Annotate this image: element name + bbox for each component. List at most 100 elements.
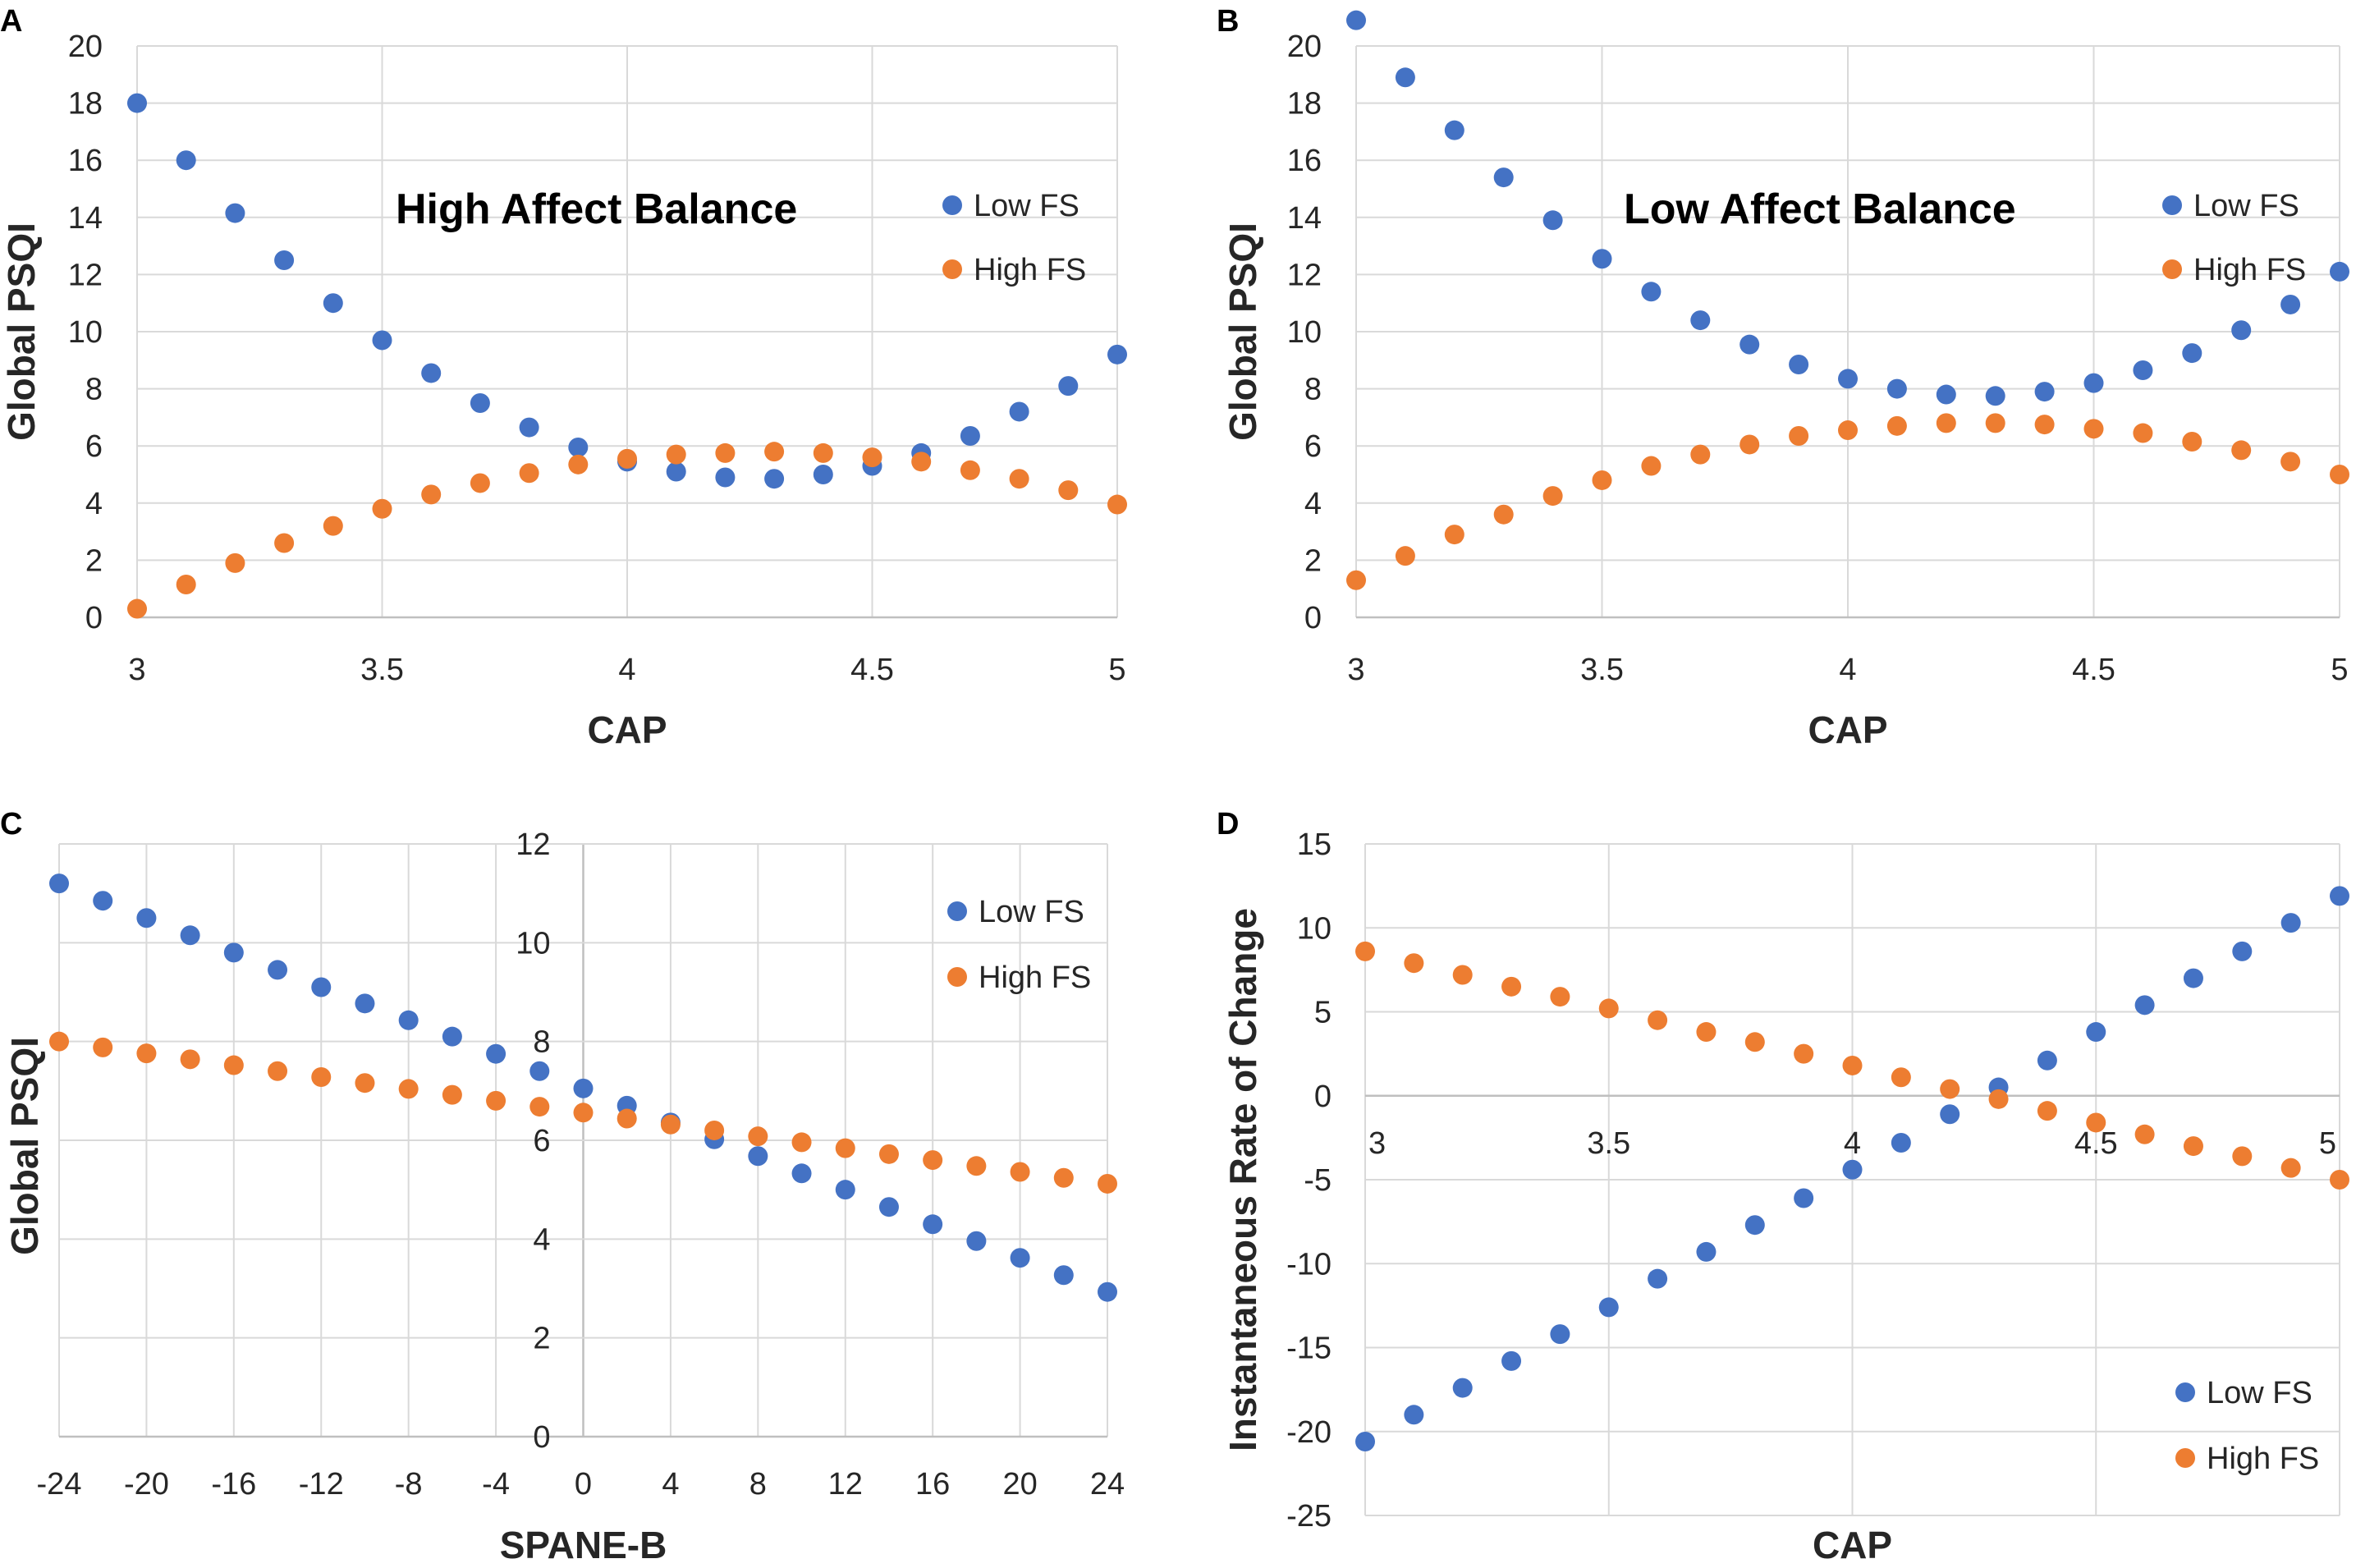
data-point	[1053, 1265, 1074, 1286]
legend: Low FS High FS	[942, 189, 1086, 287]
data-point	[2034, 415, 2055, 435]
data-point	[1404, 1405, 1424, 1425]
chart-title: Low Affect Balance	[1624, 186, 2016, 233]
data-point	[1794, 1188, 1814, 1208]
y-axis-title: Global PSQI	[0, 222, 43, 441]
x-tick-label: 3	[1368, 1126, 1386, 1161]
data-point	[1010, 1162, 1030, 1182]
series-high-fs	[1346, 413, 2349, 590]
data-point	[2330, 1170, 2349, 1190]
x-tick-label: 0	[575, 1467, 592, 1502]
data-point	[715, 442, 736, 463]
data-point	[2280, 294, 2301, 314]
data-point	[617, 448, 637, 469]
data-point	[1744, 1032, 1765, 1052]
y-tick-label: 4	[85, 487, 103, 521]
y-tick-label: 15	[1297, 828, 1332, 862]
y-tick-label: 10	[68, 315, 103, 350]
panel-d: 3 3.5 4 4.5 5-25-20-15-10-5051015CAPInstanta…	[1217, 807, 2349, 1566]
data-point	[1739, 334, 1760, 355]
data-point	[1550, 987, 1570, 1007]
x-axis-title: CAP	[587, 708, 667, 751]
data-point	[1598, 1297, 1619, 1318]
data-point	[568, 437, 589, 457]
y-tick-label: 2	[85, 543, 103, 578]
data-point	[127, 93, 147, 113]
y-tick-label: 4	[1304, 487, 1322, 521]
data-point	[355, 1073, 375, 1093]
y-tick-label: 12	[1287, 258, 1322, 292]
data-point	[470, 473, 490, 493]
data-point	[1493, 504, 1514, 525]
data-point	[372, 498, 392, 519]
data-point	[1696, 1022, 1717, 1043]
data-point	[1739, 434, 1760, 455]
series-high-fs	[49, 1031, 1117, 1194]
x-tick-label: 4	[1839, 653, 1856, 687]
data-point	[519, 417, 539, 438]
data-point	[398, 1010, 419, 1030]
y-tick-label: -10	[1286, 1247, 1332, 1281]
data-point	[136, 908, 157, 928]
legend-marker	[947, 967, 967, 987]
x-tick-label: -20	[124, 1467, 169, 1502]
panel-letter: A	[0, 4, 22, 39]
data-point	[1053, 1167, 1074, 1188]
data-point	[1598, 998, 1619, 1019]
panel-letter: D	[1217, 807, 1239, 841]
data-point	[2134, 1124, 2155, 1144]
data-point	[355, 993, 375, 1014]
data-point	[1452, 965, 1473, 985]
data-point	[2133, 423, 2153, 443]
legend-marker	[2175, 1448, 2195, 1468]
data-point	[1107, 494, 1127, 515]
data-point	[2280, 1158, 2301, 1178]
data-point	[1886, 378, 1907, 399]
data-point	[127, 598, 147, 619]
data-point	[2232, 1146, 2253, 1167]
data-point	[923, 1150, 943, 1171]
y-tick-label: 6	[85, 429, 103, 464]
x-axis-title: SPANE-B	[500, 1524, 667, 1566]
data-point	[1098, 1173, 1117, 1194]
x-tick-label: 3	[1347, 653, 1364, 687]
data-point	[1985, 413, 2005, 433]
data-point	[398, 1079, 419, 1099]
data-point	[1346, 570, 1366, 590]
data-point	[372, 330, 392, 351]
x-tick-label: -16	[211, 1467, 256, 1502]
data-point	[791, 1132, 812, 1153]
data-point	[2183, 1136, 2203, 1157]
data-point	[1842, 1159, 1863, 1180]
legend-label: Low FS	[2193, 189, 2299, 223]
x-tick-label: 3.5	[360, 653, 404, 687]
data-point	[2183, 968, 2203, 988]
data-point	[274, 250, 295, 270]
data-point	[666, 461, 686, 482]
data-point	[1886, 415, 1907, 436]
y-tick-label: 0	[1314, 1080, 1332, 1114]
data-point	[225, 203, 245, 223]
legend: Low FS High FS	[947, 895, 1091, 995]
y-tick-label: 10	[516, 926, 550, 961]
data-point	[1444, 525, 1464, 545]
x-axis-title: CAP	[1813, 1524, 1892, 1566]
data-point	[568, 454, 589, 475]
data-point	[1641, 282, 1662, 302]
data-point	[176, 150, 196, 171]
y-axis-title: Instantaneous Rate of Change	[1222, 908, 1264, 1451]
x-tick-label: 3.5	[1580, 653, 1624, 687]
y-tick-label: 18	[68, 87, 103, 121]
y-tick-label: 20	[68, 30, 103, 64]
data-point	[1789, 355, 1809, 375]
data-point	[311, 1066, 332, 1087]
data-point	[2133, 360, 2153, 380]
x-tick-label: 12	[828, 1467, 863, 1502]
data-point	[1542, 210, 1563, 231]
data-point	[966, 1156, 987, 1176]
data-point	[1550, 1324, 1570, 1345]
data-point	[1395, 546, 1415, 566]
data-point	[421, 484, 442, 505]
legend-label: Low FS	[979, 895, 1084, 929]
x-tick-label: 5	[1108, 653, 1125, 687]
